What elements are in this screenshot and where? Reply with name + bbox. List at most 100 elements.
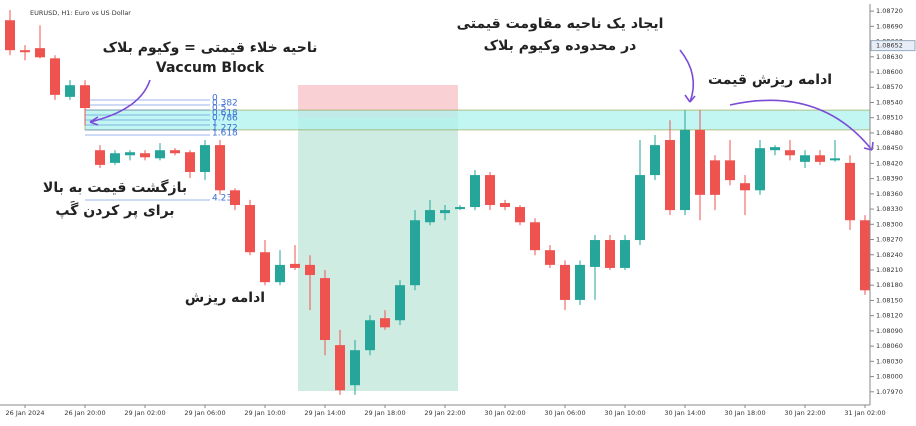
candle-body <box>35 48 45 58</box>
arrow-head <box>89 116 99 126</box>
x-tick-label: 29 Jan 14:00 <box>304 409 345 417</box>
candle-body <box>5 20 15 51</box>
arrows <box>89 49 874 151</box>
candle-body <box>155 150 165 159</box>
candle-body <box>305 264 315 276</box>
y-tick-label: 1.08210 <box>876 266 903 274</box>
candle-body <box>770 147 780 151</box>
candle-body <box>410 220 420 286</box>
candle-body <box>215 145 225 191</box>
candle-body <box>170 150 180 154</box>
y-tick-label: 1.07970 <box>876 388 903 396</box>
x-tick-label: 30 Jan 14:00 <box>664 409 705 417</box>
fib-label: 0.5 <box>212 104 226 114</box>
y-tick-label: 1.08630 <box>876 53 903 61</box>
annotation: ناحیه خلاء قیمتی = وکیوم بلاک <box>103 40 318 56</box>
candle-body <box>290 263 300 268</box>
annotation: ادامه ریزش <box>185 290 265 306</box>
fib-label: 0.618 <box>212 109 238 119</box>
x-tick-label: 29 Jan 06:00 <box>184 409 225 417</box>
arrow <box>729 99 873 151</box>
y-tick-label: 1.08480 <box>876 129 903 137</box>
y-tick-label: 1.08300 <box>876 220 903 228</box>
annotation: ادامه ریزش قیمت <box>708 72 832 88</box>
candle-body <box>830 158 840 161</box>
candle-body <box>515 207 525 223</box>
current-price-tag <box>870 40 916 52</box>
y-tick-label: 1.08330 <box>876 205 903 213</box>
x-tick-label: 30 Jan 18:00 <box>724 409 765 417</box>
y-tick-label: 1.08600 <box>876 68 903 76</box>
candle-body <box>470 175 480 208</box>
candle-body <box>785 150 795 156</box>
y-tick-label: 1.08420 <box>876 159 903 167</box>
x-tick-label: 30 Jan 06:00 <box>544 409 585 417</box>
y-tick-label: 1.08540 <box>876 98 903 106</box>
candle-body <box>485 175 495 206</box>
y-tick-label: 1.08570 <box>876 83 903 91</box>
current-price-label: 1.08652 <box>876 42 903 50</box>
x-tick-label: 29 Jan 18:00 <box>364 409 405 417</box>
y-tick-label: 1.08150 <box>876 296 903 304</box>
candle-body <box>800 155 810 162</box>
x-tick-label: 26 Jan 20:00 <box>64 409 105 417</box>
fib-label: 0.382 <box>212 99 238 109</box>
y-tick-label: 1.08270 <box>876 236 903 244</box>
y-tick-label: 1.08450 <box>876 144 903 152</box>
candle-body <box>620 240 630 268</box>
candle-body <box>530 222 540 251</box>
candle-body <box>350 350 360 386</box>
candle-body <box>665 140 675 211</box>
candle-body <box>110 153 120 163</box>
candle-body <box>650 145 660 176</box>
candle-body <box>275 264 285 283</box>
candle-body <box>260 252 270 283</box>
candle-body <box>230 190 240 206</box>
candle-body <box>185 152 195 173</box>
y-tick-label: 1.08690 <box>876 22 903 30</box>
candle-body <box>425 210 435 223</box>
candle-body <box>605 240 615 268</box>
candle-body <box>860 220 870 291</box>
candle-body <box>560 264 570 300</box>
y-tick-label: 1.08390 <box>876 175 903 183</box>
candle-body <box>440 210 450 214</box>
candle-body <box>245 205 255 253</box>
x-tick-label: 31 Jan 02:00 <box>844 409 885 417</box>
candle-body <box>815 155 825 162</box>
candle-body <box>575 264 585 300</box>
annotation: در محدوده وکیوم بلاک <box>484 38 637 54</box>
fib-label: 1 <box>212 119 218 129</box>
y-tick-label: 1.08090 <box>876 327 903 335</box>
candle-body <box>200 145 210 173</box>
candle-body <box>455 207 465 210</box>
x-tick-label: 29 Jan 02:00 <box>124 409 165 417</box>
annotation: بازگشت قیمت به بالا <box>43 179 187 196</box>
candle-body <box>365 320 375 351</box>
x-tick-label: 30 Jan 10:00 <box>604 409 645 417</box>
arrow-head <box>863 141 874 151</box>
candle-body <box>95 150 105 165</box>
x-tick-label: 29 Jan 22:00 <box>424 409 465 417</box>
fib-label: 0.786 <box>212 114 238 124</box>
y-tick-label: 1.08720 <box>876 7 903 15</box>
y-tick-label: 1.08120 <box>876 312 903 320</box>
arrow <box>679 49 695 103</box>
fib-label: 1.618 <box>212 129 238 139</box>
candle-body <box>755 148 765 191</box>
y-tick-label: 1.08060 <box>876 342 903 350</box>
x-tick-label: 29 Jan 10:00 <box>244 409 285 417</box>
candle-body <box>395 285 405 321</box>
candle-body <box>710 160 720 195</box>
x-tick-label: 30 Jan 02:00 <box>484 409 525 417</box>
candle-body <box>695 129 705 195</box>
candle-body <box>725 160 735 181</box>
fib-label: 1.272 <box>212 124 238 134</box>
arrow <box>89 79 151 123</box>
candle-body <box>590 240 600 267</box>
y-tick-label: 1.08000 <box>876 373 903 381</box>
y-tick-label: 1.08360 <box>876 190 903 198</box>
y-tick-label: 1.08030 <box>876 357 903 365</box>
fib-label: 4.236 <box>212 194 238 204</box>
